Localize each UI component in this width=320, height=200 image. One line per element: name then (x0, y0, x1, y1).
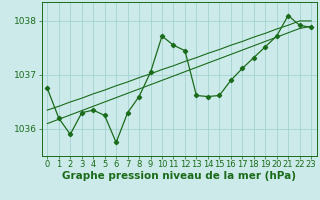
X-axis label: Graphe pression niveau de la mer (hPa): Graphe pression niveau de la mer (hPa) (62, 171, 296, 181)
